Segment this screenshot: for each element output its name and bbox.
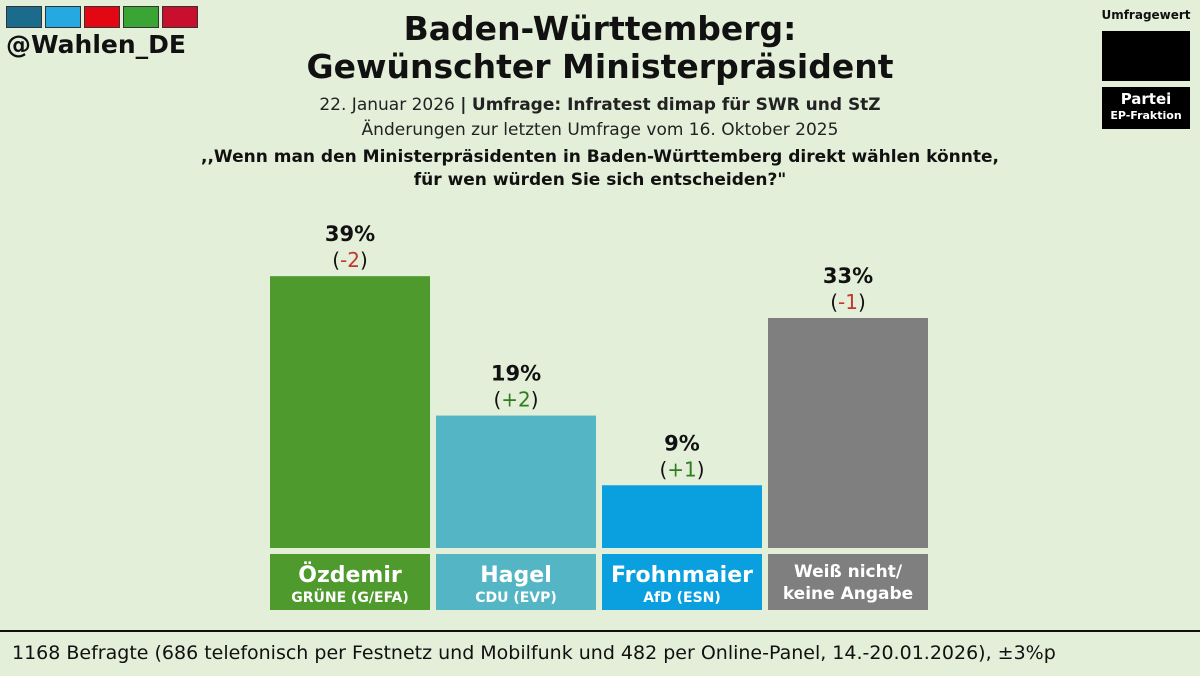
poll-institute: Umfrage: Infratest dimap für SWR und StZ [471,95,881,115]
question-line1: ,,Wenn man den Ministerpräsidenten in Ba… [201,147,999,167]
legend-party-label: Partei [1120,90,1172,108]
poll-date: 22. Januar 2026 [319,95,455,115]
bar [270,276,430,548]
category-label-box [768,554,928,610]
party-label: GRÜNE (G/EFA) [291,588,409,606]
footer-note: 1168 Befragte (686 telefonisch per Festn… [12,642,1056,664]
candidate-name: Hagel [480,563,551,588]
bar [602,485,762,548]
logo-swatch [45,6,81,28]
change-label: (-2) [332,248,368,272]
category-label: keine Angabe [783,584,913,604]
chart-title-line1: Baden-Württemberg: [403,9,797,48]
logo-swatch [6,6,42,28]
account-handle: @Wahlen_DE [6,30,187,59]
legend-value-swatch [1102,31,1190,81]
category-label-box [270,554,430,610]
party-label: AfD (ESN) [643,590,721,606]
value-label: 33% [823,264,873,288]
question-line2: für wen würden Sie sich entscheiden?" [413,170,787,190]
poll-question: ,,Wenn man den Ministerpräsidenten in Ba… [150,146,1050,192]
change-label: (+1) [659,457,704,481]
change-label: (+2) [493,388,538,412]
party-label: CDU (EVP) [475,590,557,606]
legend-title: Umfragewert [1101,8,1191,22]
candidate-name: Özdemir [298,562,402,588]
category-label: Weiß nicht/ [794,562,903,582]
chart-title-line2: Gewünschter Ministerpräsident [306,47,894,86]
candidate-name: Frohnmaier [611,563,753,588]
change-label: (-1) [830,290,866,314]
subtitle-source: 22. Januar 2026 | Umfrage: Infratest dim… [150,94,1050,116]
legend: Umfragewert Partei EP-Fraktion [1096,8,1196,129]
logo-swatch [123,6,159,28]
legend-party-box: Partei EP-Fraktion [1102,87,1190,129]
category-label-box [436,554,596,610]
legend-fraction-label: EP-Fraktion [1110,109,1182,122]
logo-swatch [162,6,198,28]
footer-divider [0,630,1200,632]
bar [436,415,596,548]
logo-swatch [84,6,120,28]
bar [768,317,928,548]
category-label-box [602,554,762,610]
value-label: 9% [664,431,700,455]
value-label: 39% [325,222,375,246]
change-note: Änderungen zur letzten Umfrage vom 16. O… [361,120,839,140]
separator: | [460,95,467,115]
value-label: 19% [491,362,541,386]
logo-strip [6,6,198,28]
